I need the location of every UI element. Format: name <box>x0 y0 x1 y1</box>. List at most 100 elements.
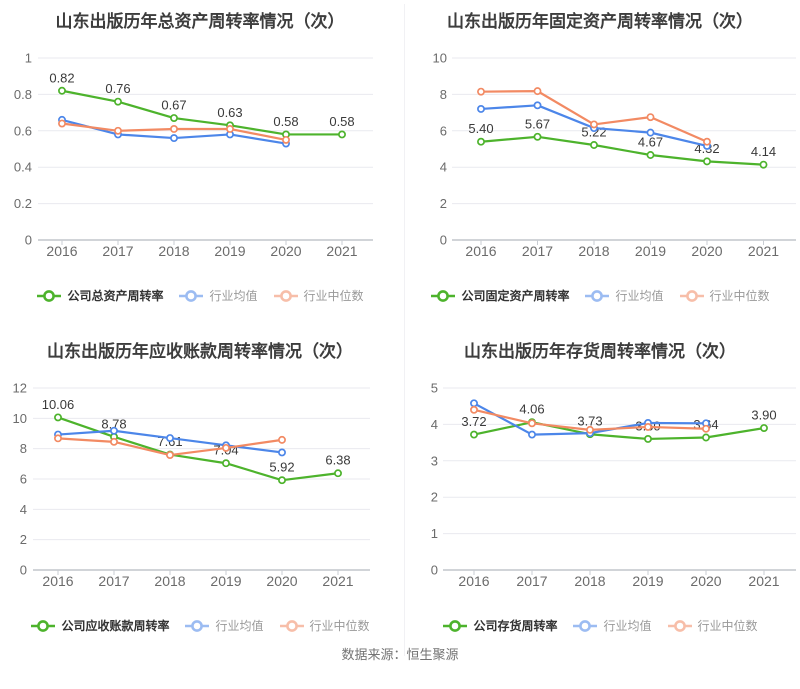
legend-industry-median[interactable]: 行业中位数 <box>279 617 370 634</box>
y-tick-label: 10 <box>433 51 447 66</box>
line-marker-icon <box>442 619 468 633</box>
legend-company-series[interactable]: 公司固定资产周转率 <box>430 287 569 304</box>
plot-area: 0 1 2 3 4 5 2016 2017 2018 2019 2020 2021 3.72 4.06 3.… <box>431 381 796 589</box>
x-tick-label: 2017 <box>102 243 133 259</box>
legend-industry-median[interactable]: 行业中位数 <box>679 287 770 304</box>
legend-company-series[interactable]: 公司应收账款周转率 <box>30 617 169 634</box>
value-label: 4.14 <box>751 144 776 159</box>
data-point-industry_median <box>590 120 598 129</box>
data-point-industry_median <box>703 137 711 146</box>
data-point-company <box>703 157 711 166</box>
line-marker-icon <box>184 619 210 633</box>
x-tick-label: 2018 <box>154 573 185 589</box>
chart-receivables-turnover: 山东出版历年应收账款周转率情况（次） 0 2 4 6 8 10 12 2016 2017 2018… <box>0 330 400 660</box>
data-point-company <box>477 137 485 146</box>
x-tick-label: 2018 <box>158 243 189 259</box>
legend-label: 行业中位数 <box>697 619 758 633</box>
legend: 公司应收账款周转率 行业均值 行业中位数 <box>0 617 400 634</box>
data-point-company <box>114 97 122 106</box>
y-tick-label: 0 <box>25 233 32 248</box>
y-tick-label: 8 <box>20 441 27 456</box>
line-marker-icon <box>584 289 610 303</box>
legend-label: 行业中位数 <box>709 289 770 303</box>
x-tick-label: 2019 <box>635 243 666 259</box>
value-label: 3.72 <box>461 414 486 429</box>
chart-title: 山东出版历年应收账款周转率情况（次） <box>47 342 353 361</box>
y-tick-label: 0 <box>20 563 27 578</box>
value-label: 0.82 <box>49 70 74 85</box>
data-point-industry_median <box>110 437 118 446</box>
y-tick-label: 1 <box>25 51 32 66</box>
value-label: 3.73 <box>577 414 602 429</box>
legend-industry-avg[interactable]: 行业均值 <box>572 617 652 634</box>
legend-label: 公司存货周转率 <box>473 619 558 633</box>
y-tick-label: 4 <box>20 502 27 517</box>
data-point-company <box>334 469 342 478</box>
legend-industry-avg[interactable]: 行业均值 <box>178 287 258 304</box>
legend-label: 公司固定资产周转率 <box>461 289 570 303</box>
data-point-company <box>170 114 178 123</box>
value-label: 3.90 <box>751 408 776 423</box>
legend: 公司存货周转率 行业均值 行业中位数 <box>400 617 800 634</box>
data-point-industry_avg <box>166 434 174 443</box>
data-point-company <box>644 435 652 443</box>
line-marker-icon <box>273 289 299 303</box>
line-marker-icon <box>279 619 305 633</box>
x-tick-label: 2020 <box>266 573 297 589</box>
line-marker-icon <box>679 289 705 303</box>
chart-title: 山东出版历年总资产周转率情况（次） <box>55 12 345 31</box>
x-tick-label: 2020 <box>270 243 301 259</box>
line-marker-icon <box>30 619 56 633</box>
legend-industry-avg[interactable]: 行业均值 <box>584 287 664 304</box>
y-tick-label: 10 <box>13 411 27 426</box>
x-tick-label: 2016 <box>46 243 77 259</box>
data-point-company <box>760 424 768 432</box>
data-point-company <box>759 160 768 169</box>
data-point-industry_median <box>477 87 485 96</box>
x-tick-label: 2020 <box>691 243 722 259</box>
line-marker-icon <box>430 289 456 303</box>
legend-label: 行业均值 <box>209 289 258 303</box>
legend: 公司总资产周转率 行业均值 行业中位数 <box>0 287 400 304</box>
value-label: 8.78 <box>101 416 126 431</box>
legend-label: 行业均值 <box>603 619 652 633</box>
value-label: 0.58 <box>273 114 298 129</box>
legend-label: 行业均值 <box>215 619 264 633</box>
y-tick-label: 8 <box>440 87 447 102</box>
value-label: 6.38 <box>325 453 350 468</box>
x-tick-label: 2018 <box>574 573 605 589</box>
x-tick-label: 2021 <box>748 243 779 259</box>
data-point-industry_median <box>278 435 286 444</box>
legend-industry-avg[interactable]: 行业均值 <box>184 617 264 634</box>
legend-company-series[interactable]: 公司存货周转率 <box>442 617 557 634</box>
y-tick-label: 4 <box>440 160 447 175</box>
y-tick-label: 0 <box>431 563 438 578</box>
value-label: 5.40 <box>468 121 493 136</box>
value-label: 0.58 <box>329 114 354 129</box>
data-point-industry_avg <box>470 399 478 408</box>
chart-title: 山东出版历年存货周转率情况（次） <box>464 342 736 361</box>
data-point-industry_median <box>470 405 478 414</box>
legend-industry-median[interactable]: 行业中位数 <box>667 617 758 634</box>
legend-industry-median[interactable]: 行业中位数 <box>273 287 364 304</box>
data-point-industry_median <box>58 119 66 128</box>
data-point-industry_avg <box>477 105 485 113</box>
value-label: 0.76 <box>105 81 130 96</box>
x-tick-label: 2020 <box>690 573 721 589</box>
y-tick-label: 2 <box>20 532 27 547</box>
y-tick-label: 6 <box>20 472 27 487</box>
legend-label: 行业中位数 <box>309 619 370 633</box>
value-label: 4.06 <box>519 402 544 417</box>
x-tick-label: 2017 <box>516 573 547 589</box>
y-tick-label: 0.8 <box>14 87 32 102</box>
x-tick-label: 2021 <box>322 573 353 589</box>
plot-area: 0 2 4 6 8 10 12 2016 2017 2018 2019 2020 2021 10.06 8.… <box>13 381 370 589</box>
y-tick-label: 0.4 <box>14 160 32 175</box>
data-point-industry_avg <box>110 426 118 435</box>
data-source: 数据来源：恒生聚源 <box>341 647 459 662</box>
legend-label: 公司应收账款周转率 <box>61 619 170 633</box>
data-point-industry_avg <box>528 430 536 439</box>
data-point-industry_median <box>528 419 536 428</box>
chart-inventory-turnover: 山东出版历年存货周转率情况（次） 0 1 2 3 4 5 2016 2017 2018 2019 2… <box>400 330 800 660</box>
legend-company-series[interactable]: 公司总资产周转率 <box>36 287 163 304</box>
